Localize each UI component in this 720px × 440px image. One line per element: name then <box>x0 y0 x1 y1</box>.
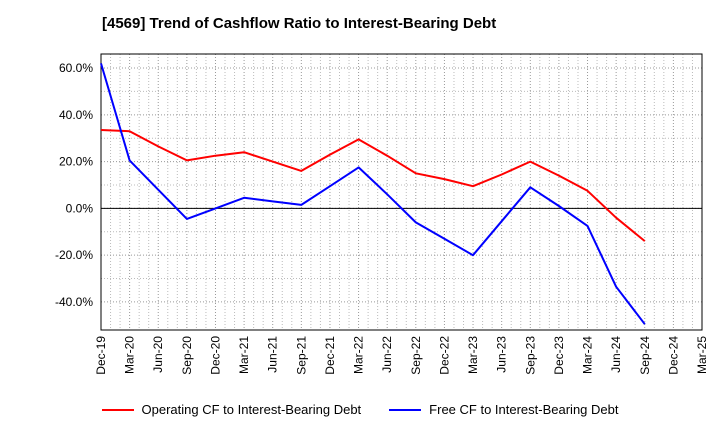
y-tick-label: -20.0% <box>55 248 93 262</box>
grid <box>101 54 702 330</box>
series-lines <box>100 63 646 325</box>
x-tick-label: Dec-19 <box>94 336 108 375</box>
axes <box>100 53 703 331</box>
legend-swatch-operating-cf <box>101 408 134 411</box>
x-tick-label: Sep-21 <box>294 336 308 375</box>
x-tick-label: Dec-21 <box>323 336 337 375</box>
x-tick-label: Mar-23 <box>466 336 480 374</box>
x-tick-label: Jun-22 <box>380 336 394 373</box>
x-tick-label: Jun-20 <box>151 336 165 373</box>
x-tick-label: Sep-24 <box>638 336 652 375</box>
x-tick-label: Jun-24 <box>609 336 623 373</box>
x-tick-label: Mar-21 <box>237 336 251 374</box>
x-tick-label: Mar-24 <box>581 336 595 374</box>
x-tick-label: Dec-24 <box>666 336 680 375</box>
x-tick-label: Jun-23 <box>495 336 509 373</box>
y-tick-label: 0.0% <box>66 201 94 215</box>
legend-item-operating-cf: Operating CF to Interest-Bearing Debt <box>101 402 362 417</box>
series-line-1 <box>100 63 646 325</box>
y-tick-label: 40.0% <box>59 108 93 122</box>
chart-title: [4569] Trend of Cashflow Ratio to Intere… <box>102 15 497 32</box>
x-tick-label: Mar-22 <box>352 336 366 374</box>
x-tick-label: Mar-20 <box>123 336 137 374</box>
legend-label-free-cf: Free CF to Interest-Bearing Debt <box>429 402 619 417</box>
legend-label-operating-cf: Operating CF to Interest-Bearing Debt <box>141 402 362 417</box>
x-tick-label: Sep-20 <box>180 336 194 375</box>
x-tick-label: Sep-22 <box>409 336 423 375</box>
series-line-0 <box>100 129 646 242</box>
x-tick-label: Dec-22 <box>437 336 451 375</box>
x-tick-label: Sep-23 <box>523 336 537 375</box>
legend: Operating CF to Interest-Bearing Debt Fr… <box>0 402 720 417</box>
y-tick-label: -40.0% <box>55 295 93 309</box>
x-tick-label: Jun-21 <box>266 336 280 373</box>
plot-frame <box>100 53 703 331</box>
legend-swatch-free-cf <box>389 408 422 411</box>
x-tick-label: Dec-20 <box>208 336 222 375</box>
tick-labels: 60.0% 40.0% 20.0% 0.0% -20.0% -40.0% Dec-19 Mar… <box>55 61 709 375</box>
y-tick-label: 20.0% <box>59 155 93 169</box>
y-tick-label: 60.0% <box>59 61 93 75</box>
legend-item-free-cf: Free CF to Interest-Bearing Debt <box>389 402 618 417</box>
x-tick-label: Dec-23 <box>552 336 566 375</box>
x-tick-label: Mar-25 <box>695 336 709 374</box>
